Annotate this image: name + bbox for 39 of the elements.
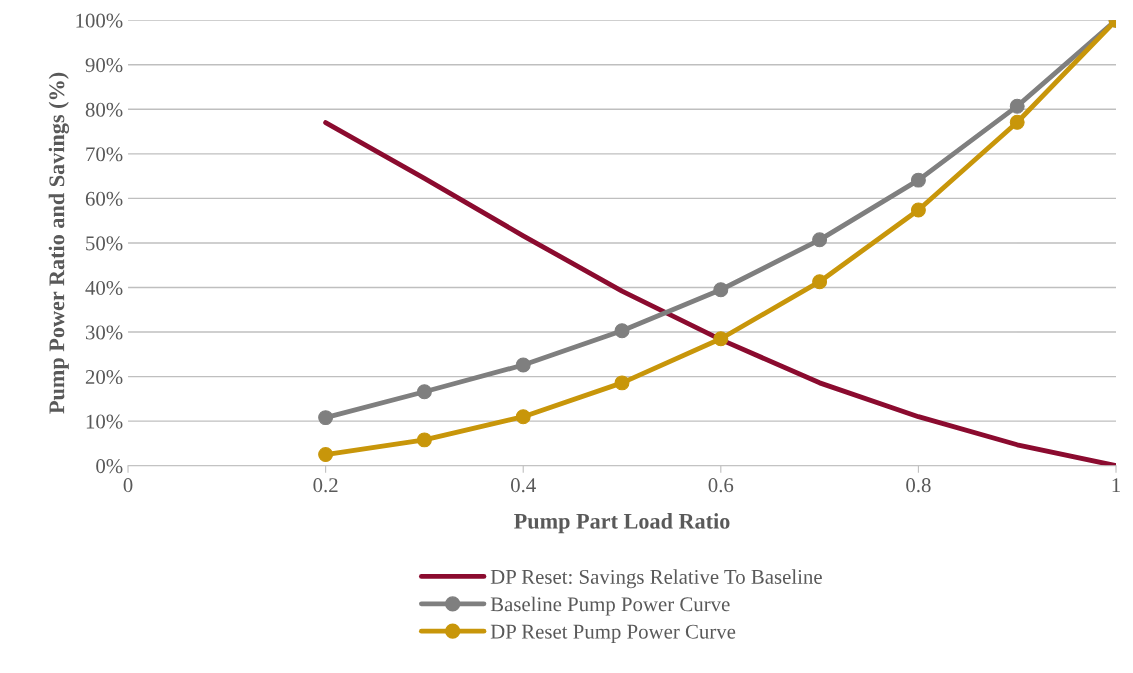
- point: [713, 282, 729, 298]
- line-series: [323, 120, 1117, 466]
- y-axis-title: Pump Power Ratio and Savings (%): [48, 72, 70, 414]
- point: [1009, 114, 1025, 130]
- legend-label: DP Reset Pump Power Curve: [490, 624, 736, 643]
- y-tick-label: 90%: [85, 58, 123, 73]
- x-tick-label: 0.6: [708, 478, 734, 493]
- point: [812, 232, 828, 248]
- point: [713, 331, 729, 347]
- x-tick-label: 0: [123, 478, 133, 493]
- legend-label: DP Reset: Savings Relative To Baseline: [490, 569, 822, 589]
- x-tick-label: 0.8: [906, 478, 931, 493]
- y-tick-label: 100%: [76, 13, 123, 28]
- y-tick-label: 30%: [85, 325, 123, 340]
- x-tick-label: 1: [1112, 478, 1120, 492]
- point: [318, 410, 334, 426]
- y-tick-label: 80%: [85, 102, 123, 117]
- point: [614, 375, 630, 391]
- y-tick-label: 40%: [85, 280, 123, 296]
- point: [910, 202, 926, 218]
- y-tick-label: 70%: [86, 147, 123, 162]
- point: [515, 409, 531, 425]
- point: [515, 357, 531, 373]
- point: [416, 432, 432, 448]
- y-tick-label: 50%: [86, 236, 123, 251]
- legend-label: Baseline Pump Power Curve: [490, 596, 730, 616]
- point: [614, 323, 630, 339]
- y-tick-label: 60%: [85, 191, 123, 206]
- point: [812, 274, 828, 290]
- x-tick-label: 0.2: [313, 478, 338, 493]
- y-tick-label: 10%: [86, 414, 123, 429]
- point: [1009, 98, 1025, 114]
- point: [318, 447, 334, 463]
- x-axis-title: Pump Part Load Ratio: [514, 513, 730, 534]
- point: [416, 384, 432, 400]
- point: [910, 172, 926, 188]
- x-tick-label: 0.4: [510, 478, 536, 493]
- y-tick-label: 20%: [85, 369, 123, 385]
- y-tick-label: 0%: [96, 459, 123, 474]
